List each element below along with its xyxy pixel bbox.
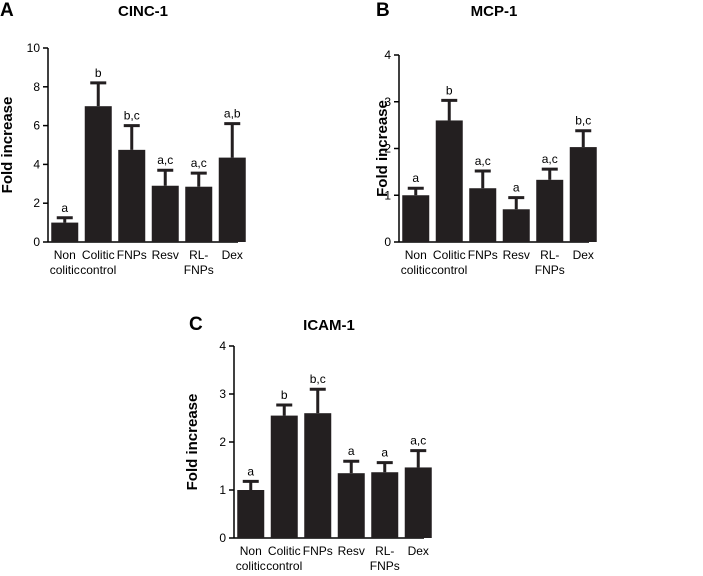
- x-category-label: FNPs: [468, 248, 498, 262]
- bar: [304, 413, 332, 538]
- bar: [51, 222, 79, 242]
- significance-label: a: [412, 171, 419, 185]
- significance-label: a,b: [224, 107, 241, 121]
- bar: [218, 157, 246, 242]
- significance-label: b,c: [575, 114, 591, 128]
- x-category-label: RL-: [189, 248, 208, 262]
- panel-letter: A: [0, 0, 14, 21]
- chart-title: ICAM-1: [303, 317, 355, 334]
- bar: [337, 473, 365, 538]
- y-tick-label: 4: [384, 48, 391, 62]
- y-tick-label: 2: [219, 435, 226, 449]
- significance-label: a: [381, 446, 388, 460]
- y-tick-label: 0: [33, 235, 40, 249]
- significance-label: a,c: [191, 156, 207, 170]
- x-category-label: Dex: [408, 544, 429, 558]
- y-tick-label: 2: [33, 196, 40, 210]
- significance-label: b: [446, 83, 453, 97]
- x-category-label: FNPs: [303, 544, 333, 558]
- y-tick-label: 8: [33, 80, 40, 94]
- bar: [118, 149, 146, 242]
- x-category-label: Colitic: [82, 248, 115, 262]
- bar: [185, 186, 213, 242]
- chart-title: CINC-1: [118, 3, 168, 20]
- bar: [402, 195, 430, 242]
- x-category-label: Non: [405, 248, 427, 262]
- bar: [536, 179, 564, 242]
- x-category-label: Non: [240, 544, 262, 558]
- significance-label: b: [95, 66, 102, 80]
- significance-label: b,c: [310, 372, 326, 386]
- x-category-label: RL-: [540, 248, 559, 262]
- y-tick-label: 4: [33, 157, 40, 171]
- significance-label: a: [513, 181, 520, 195]
- significance-label: a: [348, 444, 355, 458]
- bar: [151, 185, 179, 242]
- x-category-label: Colitic: [433, 248, 466, 262]
- bar: [435, 120, 463, 242]
- y-axis-label: Fold increase: [184, 394, 201, 491]
- bar: [404, 467, 432, 538]
- bar: [469, 188, 497, 242]
- x-category-label: FNPs: [117, 248, 147, 262]
- significance-label: a: [247, 464, 254, 478]
- chart-title: MCP-1: [471, 3, 518, 20]
- x-category-label: FNPs: [370, 559, 400, 573]
- x-category-label: control: [80, 263, 116, 277]
- x-category-label: control: [266, 559, 302, 573]
- y-axis-label: Fold increase: [0, 97, 16, 194]
- x-category-label: colitic: [236, 559, 266, 573]
- significance-label: a,c: [542, 152, 558, 166]
- x-category-label: Resv: [503, 248, 530, 262]
- significance-label: a,c: [475, 154, 491, 168]
- x-category-label: Dex: [222, 248, 243, 262]
- y-tick-label: 2: [384, 142, 391, 156]
- y-tick-label: 0: [384, 235, 391, 249]
- y-tick-label: 4: [219, 339, 226, 353]
- bar: [237, 490, 265, 538]
- bar: [502, 209, 530, 242]
- x-category-label: FNPs: [184, 263, 214, 277]
- significance-label: b: [281, 388, 288, 402]
- y-tick-label: 3: [384, 95, 391, 109]
- significance-label: a: [61, 201, 68, 215]
- bar: [569, 147, 597, 242]
- bar: [371, 472, 399, 538]
- x-category-label: colitic: [401, 263, 431, 277]
- panel-letter: C: [189, 314, 203, 335]
- significance-label: a,c: [157, 153, 173, 167]
- bar: [270, 415, 298, 538]
- x-category-label: colitic: [50, 263, 80, 277]
- significance-label: b,c: [124, 109, 140, 123]
- x-category-label: Resv: [338, 544, 365, 558]
- significance-label: a,c: [410, 434, 426, 448]
- x-category-label: Non: [54, 248, 76, 262]
- y-axis-label: Fold increase: [374, 100, 391, 197]
- x-category-label: control: [431, 263, 467, 277]
- y-tick-label: 1: [219, 483, 226, 497]
- y-tick-label: 0: [219, 531, 226, 545]
- bar: [84, 106, 112, 242]
- y-tick-label: 3: [219, 387, 226, 401]
- x-category-label: Colitic: [268, 544, 301, 558]
- x-category-label: Dex: [573, 248, 594, 262]
- x-category-label: Resv: [152, 248, 179, 262]
- x-category-label: RL-: [375, 544, 394, 558]
- y-tick-label: 1: [384, 188, 391, 202]
- panel-letter: B: [376, 0, 390, 21]
- y-tick-label: 6: [33, 119, 40, 133]
- x-category-label: FNPs: [535, 263, 565, 277]
- y-tick-label: 10: [27, 41, 41, 55]
